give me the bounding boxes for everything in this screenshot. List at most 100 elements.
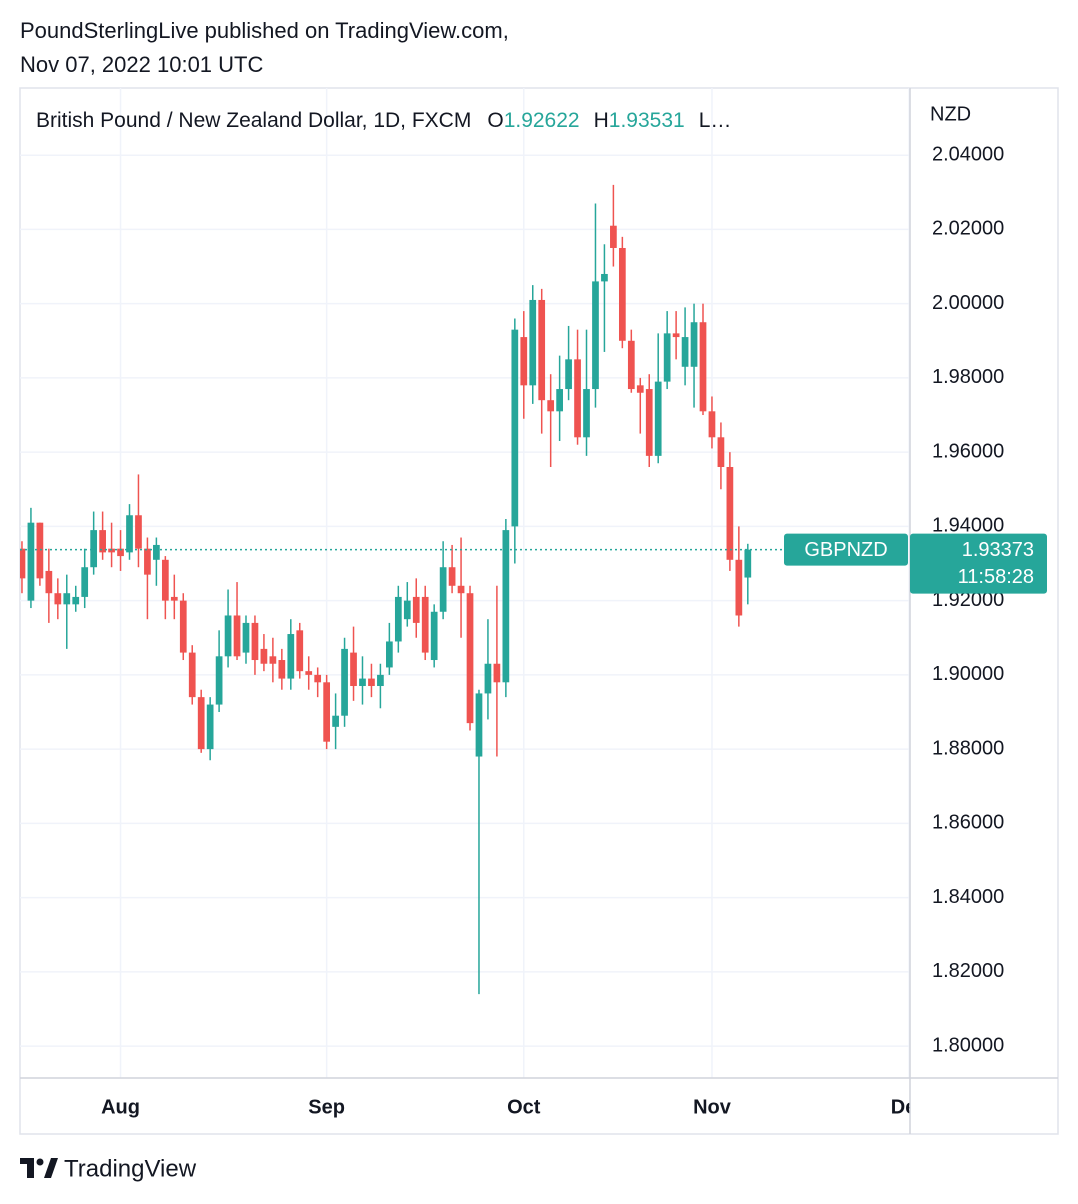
candle-body bbox=[475, 693, 483, 757]
candle-body bbox=[341, 648, 348, 716]
y-tick-label: 1.80000 bbox=[932, 1034, 1004, 1056]
candle-body bbox=[269, 656, 277, 664]
candle-body bbox=[529, 299, 537, 386]
candles bbox=[20, 184, 752, 995]
price-tag-box bbox=[910, 533, 1047, 594]
publish-date: Nov 07, 2022 10:01 UTC bbox=[20, 52, 263, 77]
countdown: 11:58:28 bbox=[958, 566, 1034, 588]
candle-body bbox=[439, 567, 447, 612]
candle-body bbox=[663, 333, 671, 382]
candle-body bbox=[618, 247, 626, 341]
candle-body bbox=[565, 359, 572, 390]
candle-body bbox=[179, 600, 187, 653]
candle-body bbox=[197, 697, 205, 750]
candle-body bbox=[448, 567, 456, 586]
y-tick-label: 1.98000 bbox=[932, 366, 1004, 388]
candle-body bbox=[215, 656, 223, 705]
title: British Pound / New Zealand Dollar, 1D, … bbox=[36, 109, 471, 132]
candle-body bbox=[511, 329, 519, 527]
y-tick-label: 1.94000 bbox=[932, 515, 1004, 537]
y-tick-label: 1.88000 bbox=[932, 737, 1004, 759]
candle-body bbox=[457, 585, 465, 594]
ohlc-value: 1.92622 bbox=[504, 109, 580, 132]
candle-body bbox=[206, 704, 214, 750]
candle-body bbox=[54, 593, 62, 605]
candle-body bbox=[90, 530, 98, 568]
candle-body bbox=[36, 522, 44, 579]
candle-body bbox=[27, 522, 35, 601]
candle-body bbox=[278, 660, 286, 679]
y-tick-label: 1.90000 bbox=[932, 663, 1004, 685]
x-tick-label: Aug bbox=[101, 1096, 140, 1118]
candle-body bbox=[296, 630, 304, 672]
candle-body bbox=[81, 567, 89, 597]
candle-body bbox=[627, 340, 635, 390]
y-axis-label: NZD bbox=[930, 103, 971, 125]
candle-body bbox=[108, 548, 115, 553]
candle-body bbox=[251, 622, 259, 661]
candle-body bbox=[690, 322, 698, 367]
y-tick-label: 2.04000 bbox=[932, 143, 1004, 165]
candle-body bbox=[430, 611, 438, 661]
x-axis: Aug Sep Oct Nov Dec bbox=[101, 1096, 910, 1118]
candle-body bbox=[547, 400, 555, 412]
candle-body bbox=[601, 273, 608, 282]
candle-body bbox=[574, 359, 581, 438]
y-tick-label: 2.02000 bbox=[932, 218, 1004, 240]
candle-body bbox=[377, 674, 384, 687]
candle-body bbox=[502, 530, 510, 683]
axes: 1.80000 1.82000 1.84000 1.86000 1.88000 1.900… bbox=[932, 143, 1004, 1056]
x-tick-label: Oct bbox=[507, 1096, 541, 1118]
candle-body bbox=[403, 600, 411, 620]
candle-body bbox=[735, 559, 743, 616]
candle-body bbox=[305, 671, 313, 675]
grid bbox=[20, 88, 910, 1078]
candle-body bbox=[466, 593, 474, 724]
candle-body bbox=[332, 715, 339, 727]
publisher: PoundSterlingLive published on TradingVi… bbox=[20, 18, 509, 43]
candle-body bbox=[493, 663, 501, 683]
ohlc-value: 1.93531 bbox=[609, 109, 685, 132]
price-tag: GBPNZD 1.93373 11:58:28 bbox=[20, 533, 1047, 594]
candle-body bbox=[556, 389, 563, 412]
candle-body bbox=[242, 622, 250, 653]
candle-body bbox=[592, 281, 599, 390]
candle-body bbox=[99, 530, 106, 553]
brand: TradingView bbox=[64, 1155, 197, 1182]
candle-body bbox=[314, 674, 322, 683]
ohlc-label: L… bbox=[699, 109, 732, 132]
candle-body bbox=[645, 389, 653, 456]
candle-body bbox=[744, 549, 752, 578]
candle-body bbox=[610, 225, 617, 248]
candle-body bbox=[72, 596, 80, 605]
ohlc-label: H bbox=[594, 109, 609, 132]
candle-body bbox=[135, 515, 142, 549]
candle-body bbox=[323, 682, 331, 742]
candle-body bbox=[153, 544, 160, 560]
candle-body bbox=[117, 548, 124, 557]
y-tick-label: 1.84000 bbox=[932, 886, 1004, 908]
y-tick-label: 2.00000 bbox=[932, 292, 1004, 314]
candle-body bbox=[188, 652, 196, 698]
candle-body bbox=[708, 411, 716, 438]
candle-body bbox=[359, 678, 366, 687]
candle-body bbox=[717, 437, 725, 467]
x-tick-label: Sep bbox=[308, 1096, 345, 1118]
candle-body bbox=[699, 322, 707, 412]
candle-body bbox=[170, 596, 178, 601]
candle-body bbox=[412, 596, 420, 623]
y-tick-label: 1.82000 bbox=[932, 960, 1004, 982]
legend: British Pound / New Zealand Dollar, 1D, … bbox=[36, 109, 731, 132]
candle-body bbox=[287, 634, 295, 679]
candle-body bbox=[224, 615, 232, 657]
candle-body bbox=[583, 389, 590, 438]
candle-body bbox=[161, 559, 169, 601]
candle-body bbox=[260, 648, 268, 664]
candle-body bbox=[126, 515, 133, 553]
symbol-tag bbox=[784, 533, 908, 566]
candle-body bbox=[45, 570, 53, 594]
candle-body bbox=[520, 337, 528, 386]
candle-body bbox=[654, 381, 662, 456]
candle-body bbox=[394, 596, 402, 642]
